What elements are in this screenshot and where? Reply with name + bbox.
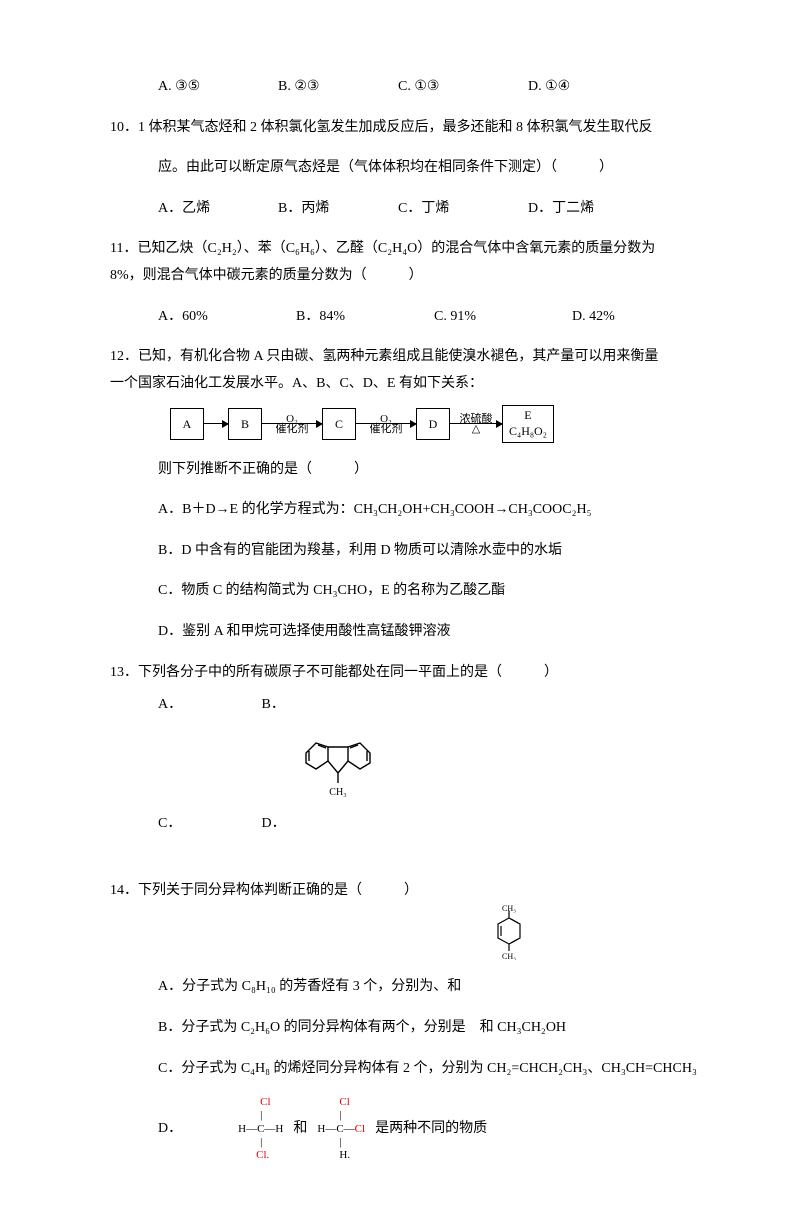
q14-d2: 是两种不同的物质	[375, 1116, 487, 1143]
arrow-ab	[204, 423, 228, 424]
box-e: E C₄H₈O₂	[502, 405, 554, 442]
q12-diagram: A B O₂ 催化剂 C O₂ 催化剂 D 浓硫酸 △ E C₄H₈O₂	[170, 405, 710, 442]
box-d: D	[416, 408, 450, 441]
q12-c: C．物质 C 的结构简式为 CH₃CHO，E 的名称为乙酸乙酯	[110, 578, 710, 605]
q9-options: A. ③⑤ B. ②③ C. ①③ D. ①④	[110, 74, 710, 101]
q13-cd: C． D．	[110, 811, 710, 838]
q12-a: A．B＋D→E 的化学方程式为：CH₃CH₂OH+CH₃COOH→CH₃COOC…	[110, 497, 710, 524]
q9-d: D. ①④	[528, 74, 648, 101]
q11-c: C. 91%	[434, 304, 572, 331]
q9-a: A. ③⑤	[158, 74, 278, 101]
fluorene-icon: CH₃	[298, 733, 378, 797]
q14-d-row: D． Cl | H—C—H | Cl. 和 Cl | H—C—Cl | H. 是…	[110, 1096, 710, 1162]
q11-text1: 已知乙炔（C₂H₂）、苯（C₆H₆）、乙醛（C₂H₄O）的混合气体中含氧元素的质…	[137, 241, 655, 256]
q10-text1: 1 体积某气态烃和 2 体积氯化氢发生加成反应后，最多还能和 8 体积氯气发生取…	[138, 120, 653, 135]
q12-text2: 一个国家石油化工发展水平。A、B、C、D、E 有如下关系：	[110, 371, 710, 398]
q13-ab: A． B．	[110, 692, 710, 719]
q14-num: 14．	[110, 883, 138, 898]
svg-text:CH₃: CH₃	[502, 904, 516, 913]
q12-q: 则下列推断不正确的是（ ）	[110, 457, 710, 484]
q14-a: A．分子式为 C₈H₁₀ 的芳香烃有 3 个，分别为、和	[110, 974, 710, 1001]
q13-a: A．	[158, 692, 258, 719]
q14: 14．下列关于同分异构体判断正确的是（ ）	[110, 878, 710, 905]
q11: 11．已知乙炔（C₂H₂）、苯（C₆H₆）、乙醛（C₂H₄O）的混合气体中含氧元…	[110, 236, 710, 263]
q9-b: B. ②③	[278, 74, 398, 101]
q12: 12．已知，有机化合物 A 只由碳、氢两种元素组成且能使溴水褪色，其产量可以用来…	[110, 344, 710, 371]
q13-d: D．	[262, 811, 286, 838]
q10-d: D．丁二烯	[528, 196, 648, 223]
q12-b: B．D 中含有的官能团为羧基，利用 D 物质可以清除水壶中的水垢	[110, 538, 710, 565]
q13-text: 下列各分子中的所有碳原子不可能都处在同一平面上的是（ ）	[138, 665, 558, 680]
box-a: A	[170, 408, 204, 441]
q14-d: D．	[158, 1116, 182, 1143]
q14-b: B．分子式为 C₂H₆O 的同分异构体有两个，分别是 和 CH₃CH₂OH	[110, 1015, 710, 1042]
q10-num: 10．	[110, 120, 138, 135]
q13: 13．下列各分子中的所有碳原子不可能都处在同一平面上的是（ ）	[110, 660, 710, 687]
q13-c: C．	[158, 811, 258, 838]
q10-a: A．乙烯	[158, 196, 278, 223]
q10-options: A．乙烯 B．丙烯 C．丁烯 D．丁二烯	[110, 196, 710, 223]
q11-text2: 8%，则混合气体中碳元素的质量分数为（ ）	[110, 263, 710, 290]
q11-options: A．60% B．84% C. 91% D. 42%	[110, 304, 710, 331]
q13-num: 13．	[110, 665, 138, 680]
q13-structure: CH₃	[250, 733, 710, 797]
q14-c: C．分子式为 C₄H₈ 的烯烃同分异构体有 2 个，分别为 CH₂=CHCH₂C…	[110, 1056, 710, 1083]
q9-c: C. ①③	[398, 74, 528, 101]
arrow-bc: O₂ 催化剂	[262, 411, 322, 436]
q11-a: A．60%	[158, 304, 296, 331]
q14-and: 和	[293, 1116, 307, 1143]
struct1-icon: Cl | H—C—H | Cl.	[238, 1096, 283, 1162]
q14-a-structure: CH₃ CH₃	[110, 904, 710, 960]
struct2-icon: Cl | H—C—Cl | H.	[317, 1096, 365, 1162]
ch3-label: CH₃	[329, 787, 346, 797]
q10-b: B．丙烯	[278, 196, 398, 223]
q11-d: D. 42%	[572, 304, 710, 331]
q13-b: B．	[262, 692, 285, 719]
q12-text1: 已知，有机化合物 A 只由碳、氢两种元素组成且能使溴水褪色，其产量可以用来衡量	[138, 349, 658, 364]
q12-d: D．鉴别 A 和甲烷可选择使用酸性高锰酸钾溶液	[110, 619, 710, 646]
q14-text: 下列关于同分异构体判断正确的是（ ）	[138, 883, 418, 898]
arrow-de: 浓硫酸 △	[450, 411, 502, 436]
q12-num: 12．	[110, 349, 138, 364]
box-b: B	[228, 408, 262, 441]
q11-b: B．84%	[296, 304, 434, 331]
q10: 10．1 体积某气态烃和 2 体积氯化氢发生加成反应后，最多还能和 8 体积氯气…	[110, 115, 710, 142]
arrow-cd: O₂ 催化剂	[356, 411, 416, 436]
xylene-icon: CH₃ CH₃	[490, 904, 528, 960]
q10-text2: 应。由此可以断定原气态烃是（气体体积均在相同条件下测定）（ ）	[110, 155, 710, 182]
q11-num: 11．	[110, 241, 137, 256]
q10-c: C．丁烯	[398, 196, 528, 223]
svg-text:CH₃: CH₃	[502, 952, 516, 960]
box-c: C	[322, 408, 356, 441]
